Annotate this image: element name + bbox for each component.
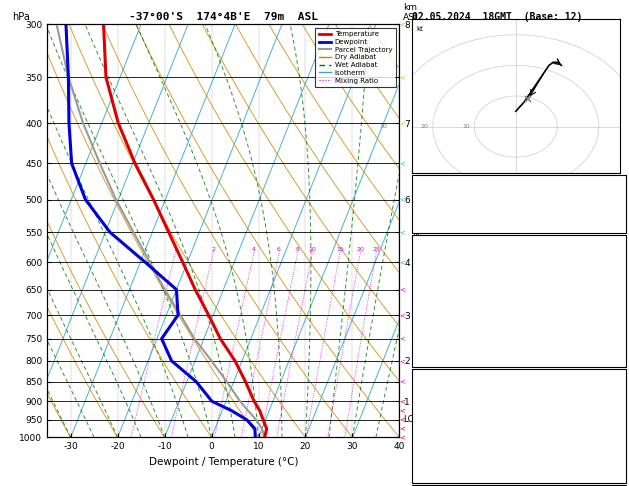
Text: CAPE (J): CAPE (J) — [415, 445, 458, 454]
Text: 25: 25 — [372, 247, 380, 252]
Text: <: < — [399, 336, 406, 342]
Text: <: < — [399, 229, 406, 235]
Text: <: < — [399, 426, 406, 432]
Text: 20: 20 — [421, 124, 428, 129]
Text: <: < — [399, 21, 406, 27]
Text: 11: 11 — [612, 445, 623, 454]
Text: Lifted Index: Lifted Index — [415, 311, 480, 320]
Text: 20: 20 — [356, 247, 364, 252]
Text: 2: 2 — [211, 247, 215, 252]
Text: 9.3: 9.3 — [606, 274, 623, 283]
Text: Dewp (°C): Dewp (°C) — [415, 274, 464, 283]
Text: 304: 304 — [606, 293, 623, 302]
Text: 15: 15 — [336, 247, 344, 252]
Text: <: < — [399, 312, 406, 318]
Text: 305: 305 — [606, 408, 623, 417]
Text: <: < — [399, 287, 406, 293]
Text: 6: 6 — [277, 247, 281, 252]
Text: <: < — [399, 196, 406, 203]
Text: hPa: hPa — [12, 12, 30, 22]
Text: <: < — [399, 408, 406, 414]
Text: 4: 4 — [252, 247, 256, 252]
Text: Surface: Surface — [500, 237, 538, 246]
Y-axis label: Mixing Ratio (g/kg): Mixing Ratio (g/kg) — [413, 188, 422, 274]
Text: <: < — [399, 417, 406, 423]
Text: Totals Totals: Totals Totals — [415, 195, 485, 205]
Text: LCL: LCL — [403, 416, 418, 424]
Text: CIN (J): CIN (J) — [415, 464, 453, 473]
Text: 10: 10 — [462, 124, 470, 129]
Text: 7: 7 — [617, 427, 623, 436]
Text: <: < — [399, 434, 406, 440]
Text: 8: 8 — [617, 311, 623, 320]
Text: 10: 10 — [308, 247, 316, 252]
Text: K: K — [415, 177, 421, 186]
Text: km
ASL: km ASL — [403, 3, 420, 22]
Text: <: < — [399, 398, 406, 404]
X-axis label: Dewpoint / Temperature (°C): Dewpoint / Temperature (°C) — [148, 457, 298, 467]
Text: <: < — [399, 74, 406, 80]
Text: Pressure (mb): Pressure (mb) — [415, 390, 485, 399]
Text: Temp (°C): Temp (°C) — [415, 256, 464, 265]
Text: 02.05.2024  18GMT  (Base: 12): 02.05.2024 18GMT (Base: 12) — [412, 12, 582, 22]
Text: kt: kt — [416, 26, 423, 32]
Text: 41: 41 — [612, 195, 623, 205]
Text: 1.62: 1.62 — [601, 214, 623, 223]
Text: <: < — [399, 358, 406, 364]
Text: 0: 0 — [617, 348, 623, 357]
Text: θₑ(K): θₑ(K) — [415, 293, 442, 302]
Text: 8: 8 — [296, 247, 299, 252]
Text: θₑ (K): θₑ (K) — [415, 408, 447, 417]
Text: 1: 1 — [617, 464, 623, 473]
Text: PW (cm): PW (cm) — [415, 214, 453, 223]
Legend: Temperature, Dewpoint, Parcel Trajectory, Dry Adiabat, Wet Adiabat, Isotherm, Mi: Temperature, Dewpoint, Parcel Trajectory… — [315, 28, 396, 87]
Text: Most Unstable: Most Unstable — [484, 371, 554, 381]
Text: <: < — [399, 120, 406, 126]
Text: 30: 30 — [379, 124, 387, 129]
Text: CIN (J): CIN (J) — [415, 348, 453, 357]
Text: <: < — [399, 379, 406, 384]
Text: 975: 975 — [606, 390, 623, 399]
Title: -37°00'S  174°4B'E  79m  ASL: -37°00'S 174°4B'E 79m ASL — [129, 12, 318, 22]
Text: Lifted Index: Lifted Index — [415, 427, 480, 436]
Text: <: < — [399, 259, 406, 265]
Text: <: < — [399, 160, 406, 166]
Text: 11.3: 11.3 — [601, 256, 623, 265]
Text: © weatheronline.co.uk: © weatheronline.co.uk — [472, 471, 560, 480]
Text: 8: 8 — [617, 177, 623, 186]
Text: 1: 1 — [173, 247, 177, 252]
Text: CAPE (J): CAPE (J) — [415, 330, 458, 339]
Text: 0: 0 — [617, 330, 623, 339]
